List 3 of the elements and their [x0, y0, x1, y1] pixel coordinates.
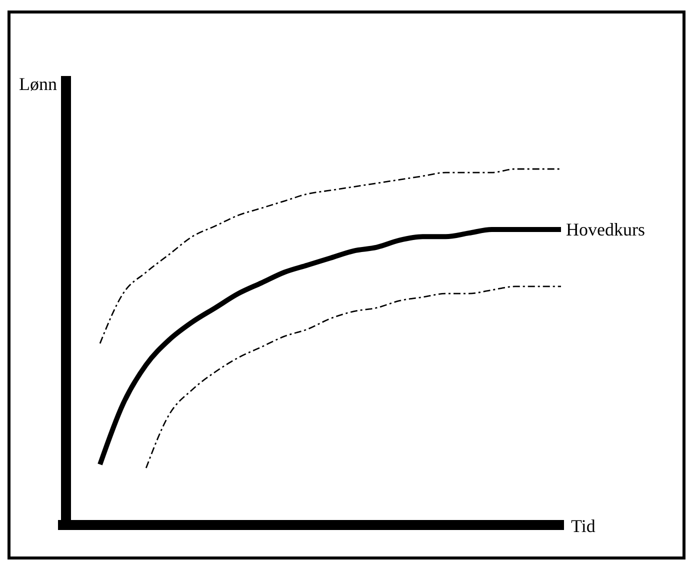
x-axis-title: Tid	[571, 516, 596, 536]
y-axis-title: Lønn	[19, 74, 57, 94]
series-label: Hovedkurs	[566, 220, 645, 240]
